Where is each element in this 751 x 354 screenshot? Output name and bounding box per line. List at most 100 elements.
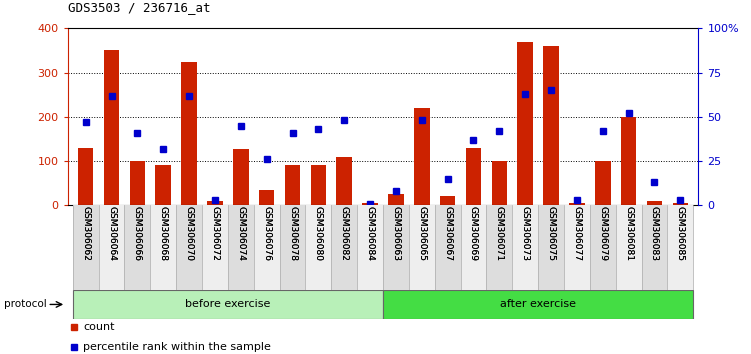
Text: GSM306076: GSM306076 — [262, 206, 271, 261]
Bar — [259, 190, 274, 205]
Bar — [435, 205, 460, 290]
Bar — [279, 205, 306, 290]
Bar — [590, 205, 616, 290]
Bar — [306, 205, 331, 290]
Bar — [78, 148, 93, 205]
Bar — [647, 201, 662, 205]
Text: percentile rank within the sample: percentile rank within the sample — [83, 342, 271, 352]
Text: GSM306068: GSM306068 — [158, 206, 167, 261]
Text: GSM306085: GSM306085 — [676, 206, 685, 261]
Text: GSM306080: GSM306080 — [314, 206, 323, 261]
Text: before exercise: before exercise — [185, 299, 270, 309]
Text: GSM306068: GSM306068 — [158, 206, 167, 261]
Bar — [388, 194, 404, 205]
Text: GSM306081: GSM306081 — [624, 206, 633, 261]
Text: GSM306073: GSM306073 — [520, 206, 529, 261]
Text: GSM306077: GSM306077 — [572, 206, 581, 261]
Bar — [492, 161, 507, 205]
Bar — [409, 205, 435, 290]
Bar — [440, 196, 455, 205]
Bar — [73, 290, 383, 319]
Bar — [512, 205, 538, 290]
Text: GSM306067: GSM306067 — [443, 206, 452, 261]
Text: GSM306084: GSM306084 — [366, 206, 375, 261]
Text: GSM306066: GSM306066 — [133, 206, 142, 261]
Text: GSM306067: GSM306067 — [443, 206, 452, 261]
Bar — [543, 46, 559, 205]
Text: GSM306064: GSM306064 — [107, 206, 116, 261]
Text: GSM306074: GSM306074 — [237, 206, 246, 261]
Text: GSM306069: GSM306069 — [469, 206, 478, 261]
Bar — [362, 203, 378, 205]
Bar — [285, 166, 300, 205]
Bar — [130, 161, 145, 205]
Bar — [538, 205, 564, 290]
Bar — [621, 117, 636, 205]
Text: GSM306073: GSM306073 — [520, 206, 529, 261]
Text: GSM306063: GSM306063 — [391, 206, 400, 261]
Text: GSM306065: GSM306065 — [418, 206, 427, 261]
Text: GSM306074: GSM306074 — [237, 206, 246, 261]
Bar — [673, 203, 688, 205]
Bar — [569, 203, 585, 205]
Bar — [595, 161, 611, 205]
Bar — [150, 205, 176, 290]
Bar — [460, 205, 487, 290]
Text: GSM306069: GSM306069 — [469, 206, 478, 261]
Bar — [564, 205, 590, 290]
Bar — [641, 205, 668, 290]
Text: GSM306065: GSM306065 — [418, 206, 427, 261]
Text: GSM306085: GSM306085 — [676, 206, 685, 261]
Bar — [98, 205, 125, 290]
Text: GSM306078: GSM306078 — [288, 206, 297, 261]
Text: GSM306063: GSM306063 — [391, 206, 400, 261]
Text: count: count — [83, 322, 115, 332]
Text: GSM306078: GSM306078 — [288, 206, 297, 261]
Bar — [254, 205, 279, 290]
Text: GSM306083: GSM306083 — [650, 206, 659, 261]
Text: GSM306066: GSM306066 — [133, 206, 142, 261]
Bar — [616, 205, 641, 290]
Text: GSM306072: GSM306072 — [210, 206, 219, 261]
Text: GSM306075: GSM306075 — [547, 206, 556, 261]
Text: GSM306070: GSM306070 — [185, 206, 194, 261]
Text: GSM306077: GSM306077 — [572, 206, 581, 261]
Bar — [383, 290, 693, 319]
Bar — [383, 205, 409, 290]
Text: GSM306083: GSM306083 — [650, 206, 659, 261]
Text: GSM306081: GSM306081 — [624, 206, 633, 261]
Bar — [466, 148, 481, 205]
Text: GSM306079: GSM306079 — [599, 206, 608, 261]
Bar — [176, 205, 202, 290]
Text: GSM306075: GSM306075 — [547, 206, 556, 261]
Bar — [233, 149, 249, 205]
Text: after exercise: after exercise — [500, 299, 576, 309]
Bar — [668, 205, 693, 290]
Bar — [311, 166, 326, 205]
Bar — [228, 205, 254, 290]
Text: protocol: protocol — [4, 299, 47, 309]
Bar — [104, 50, 119, 205]
Bar — [517, 42, 533, 205]
Bar — [414, 108, 430, 205]
Bar — [357, 205, 383, 290]
Text: GSM306080: GSM306080 — [314, 206, 323, 261]
Bar — [125, 205, 150, 290]
Text: GSM306076: GSM306076 — [262, 206, 271, 261]
Text: GSM306064: GSM306064 — [107, 206, 116, 261]
Text: GSM306082: GSM306082 — [339, 206, 348, 261]
Text: GSM306062: GSM306062 — [81, 206, 90, 261]
Text: GSM306071: GSM306071 — [495, 206, 504, 261]
Bar — [207, 201, 223, 205]
Text: GSM306084: GSM306084 — [366, 206, 375, 261]
Bar — [181, 62, 197, 205]
Text: GSM306079: GSM306079 — [599, 206, 608, 261]
Bar — [202, 205, 228, 290]
Text: GSM306082: GSM306082 — [339, 206, 348, 261]
Bar — [331, 205, 357, 290]
Bar — [155, 166, 171, 205]
Text: GSM306062: GSM306062 — [81, 206, 90, 261]
Text: GDS3503 / 236716_at: GDS3503 / 236716_at — [68, 1, 210, 14]
Bar — [487, 205, 512, 290]
Text: GSM306070: GSM306070 — [185, 206, 194, 261]
